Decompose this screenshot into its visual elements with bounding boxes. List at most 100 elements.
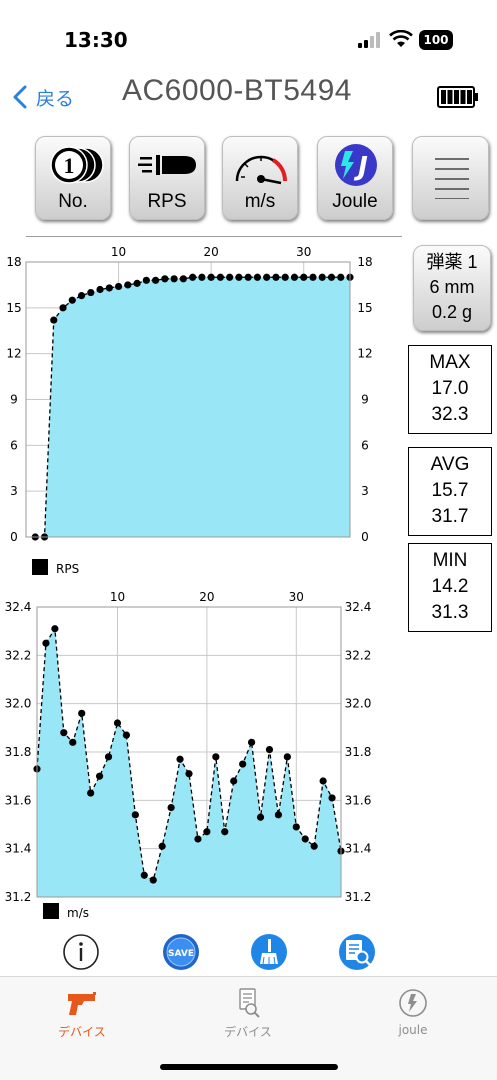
y-tick-label-left: 31.4 [5,842,32,856]
data-point [244,273,252,281]
info-button[interactable] [62,933,100,971]
data-point [226,273,234,281]
cellular-signal-icon [358,32,380,48]
data-point [87,789,95,797]
stat-max-ms: 32.3 [431,404,469,425]
data-point [328,794,336,802]
tab-device[interactable]: デバイス [22,987,142,1040]
number-button[interactable]: 1 No. [35,136,111,220]
data-point [247,738,256,746]
y-tick-label-left: 3 [10,484,18,498]
ammo-line-1: 弾薬 1 [426,252,478,272]
data-point [265,745,274,754]
y-tick-label-right: 31.4 [345,842,372,856]
data-point [301,835,309,843]
wifi-icon [389,30,413,47]
legend-swatch [43,903,59,919]
data-point [170,275,178,283]
data-point [149,876,157,884]
speed-chart: 31.2 31.2 31.4 31.4 31.6 31.6 31.8 31.8 32.0 32.0… [5,590,372,920]
data-point [281,273,289,281]
ammo-line-2: 6 mm [429,277,475,297]
y-tick-label-right: 9 [361,393,369,407]
menu-button[interactable] [412,136,489,220]
y-tick-label-left: 32.0 [5,697,32,711]
page-title: AC6000-BT5494 [122,74,352,107]
stat-avg: AVG 15.7 31.7 [408,447,492,536]
rps-button[interactable]: RPS [129,136,205,220]
rps-chart: 0 0 3 3 6 6 9 9 12 12 15 15 18 18 10 20 30 RPS [6,245,372,576]
y-tick-label-right: 18 [357,255,372,269]
tab-bar: デバイス デバイス joule [0,976,497,1080]
joule-button[interactable]: J Joule [317,136,393,220]
y-tick-label-left: 32.2 [5,648,32,662]
x-tick-label: 10 [111,245,126,259]
ammo-button[interactable]: 弾薬 1 6 mm 0.2 g [413,245,491,331]
coin-digit: 1 [64,153,75,178]
data-point [310,842,318,850]
data-point [51,625,59,633]
data-point [87,288,95,297]
data-point [176,755,184,763]
data-point [239,760,247,768]
data-point [77,292,86,300]
x-tick-label: 10 [110,590,125,604]
data-point [221,828,229,836]
plot-frame [36,606,342,898]
y-tick-label-right: 31.2 [345,890,372,904]
data-point [212,753,220,761]
y-tick-label-right: 32.0 [345,697,372,711]
menu-icon [435,158,469,199]
clear-button[interactable] [250,933,288,971]
data-point [122,731,131,739]
stat-min-rps: 14.2 [431,576,469,597]
save-button[interactable]: SAVE [162,933,200,971]
y-tick-label-right: 32.2 [345,648,372,662]
tab-joule[interactable]: joule [353,987,473,1037]
data-point [140,871,148,879]
data-point [158,842,166,850]
y-tick-label-right: 6 [361,438,369,452]
y-tick-label-left: 6 [10,438,18,452]
pistol-icon [68,992,96,1015]
x-tick-label: 20 [199,590,214,604]
search-log-button[interactable] [338,933,376,971]
data-point [167,803,175,812]
toolbar-divider [26,236,402,237]
data-point [114,282,123,291]
data-point [235,273,243,281]
ammo-line-3: 0.2 g [431,302,473,322]
save-label: SAVE [168,949,194,959]
data-point [124,281,132,289]
speed-button[interactable]: m/s [222,136,298,220]
data-point [198,273,206,281]
tab-device-log[interactable]: デバイス [188,987,308,1040]
status-time: 13:30 [64,28,128,52]
x-tick-label: 30 [289,590,304,604]
stat-avg-rps: 15.7 [431,480,469,501]
bolt-circle-icon [399,989,427,1017]
y-tick-label-left: 12 [6,347,21,361]
data-point [113,719,122,727]
data-point [274,811,283,819]
y-tick-label-right: 12 [357,347,372,361]
rps-button-label: RPS [147,191,187,212]
y-tick-label-left: 31.6 [5,793,32,807]
stat-avg-ms: 31.7 [431,506,469,527]
data-point [59,304,67,312]
data-point [78,709,86,717]
y-tick-label-left: 15 [6,301,21,315]
x-tick-label: 20 [204,245,219,259]
data-point [50,316,58,324]
data-point [256,813,265,821]
data-point [189,273,197,281]
stat-max-label: MAX [429,352,471,373]
x-tick-label: 30 [296,245,311,259]
status-battery-badge: 100 [419,30,453,50]
data-point [300,273,308,281]
coins-icon: 1 [50,146,104,184]
back-button[interactable]: 戻る [10,82,74,112]
stat-min: MIN 14.2 31.3 [408,543,492,632]
bullet-icon [138,155,196,175]
